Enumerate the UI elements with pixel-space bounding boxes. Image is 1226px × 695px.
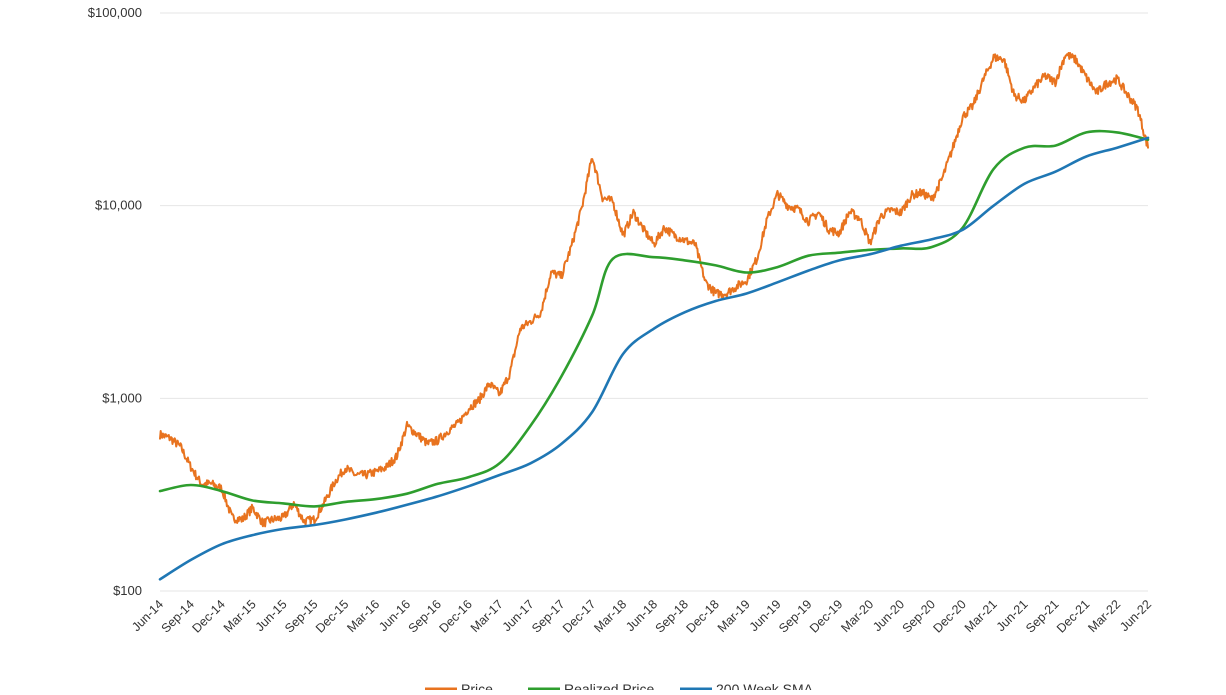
series-line-realized-price [158, 129, 1150, 508]
x-axis: Jun-14Sep-14Dec-14Mar-15Jun-15Sep-15Dec-… [129, 597, 1154, 635]
x-tick-label: Mar-17 [468, 597, 506, 635]
y-tick-label: $100 [113, 583, 142, 598]
y-tick-label: $100,000 [88, 5, 142, 20]
y-axis: $100 $1,000 $10,000 $100,000 [88, 5, 142, 598]
series-lines [158, 52, 1150, 581]
x-tick-label: Mar-20 [838, 597, 876, 635]
x-tick-label: Dec-15 [313, 597, 351, 635]
x-tick-label: Dec-21 [1054, 597, 1092, 635]
gridlines [160, 12, 1148, 592]
x-tick-label: Mar-16 [344, 597, 382, 635]
x-tick-label: Dec-19 [807, 597, 845, 635]
y-tick-label: $10,000 [95, 198, 142, 213]
x-tick-label: Mar-21 [962, 597, 1000, 635]
x-tick-label: Sep-15 [282, 597, 320, 635]
x-tick-label: Sep-19 [776, 597, 814, 635]
legend-label-price: Price [461, 681, 493, 690]
x-tick-label: Sep-17 [529, 597, 567, 635]
x-tick-label: Mar-15 [221, 597, 259, 635]
series-line-price [159, 52, 1149, 528]
legend: Price Realized Price 200 Week SMA [425, 681, 814, 695]
x-tick-label: Mar-18 [591, 597, 629, 635]
series-line-200-week-sma [158, 136, 1150, 581]
x-tick-label: Sep-21 [1023, 597, 1061, 635]
x-tick-label: Sep-16 [406, 597, 444, 635]
x-tick-label: Dec-20 [930, 597, 968, 635]
x-tick-label: Sep-20 [900, 597, 938, 635]
y-tick-label: $1,000 [102, 390, 142, 405]
x-tick-label: Dec-17 [560, 597, 598, 635]
x-tick-label: Dec-18 [683, 597, 721, 635]
legend-label-200-week-sma: 200 Week SMA [716, 681, 814, 690]
x-tick-label: Sep-14 [159, 597, 197, 635]
x-tick-label: Mar-22 [1085, 597, 1123, 635]
x-tick-label: Dec-14 [189, 597, 227, 635]
x-tick-label: Mar-19 [715, 597, 753, 635]
legend-label-realized-price: Realized Price [564, 681, 654, 690]
x-tick-label: Dec-16 [436, 597, 474, 635]
x-tick-label: Jun-22 [1117, 597, 1154, 634]
x-tick-label: Sep-18 [653, 597, 691, 635]
